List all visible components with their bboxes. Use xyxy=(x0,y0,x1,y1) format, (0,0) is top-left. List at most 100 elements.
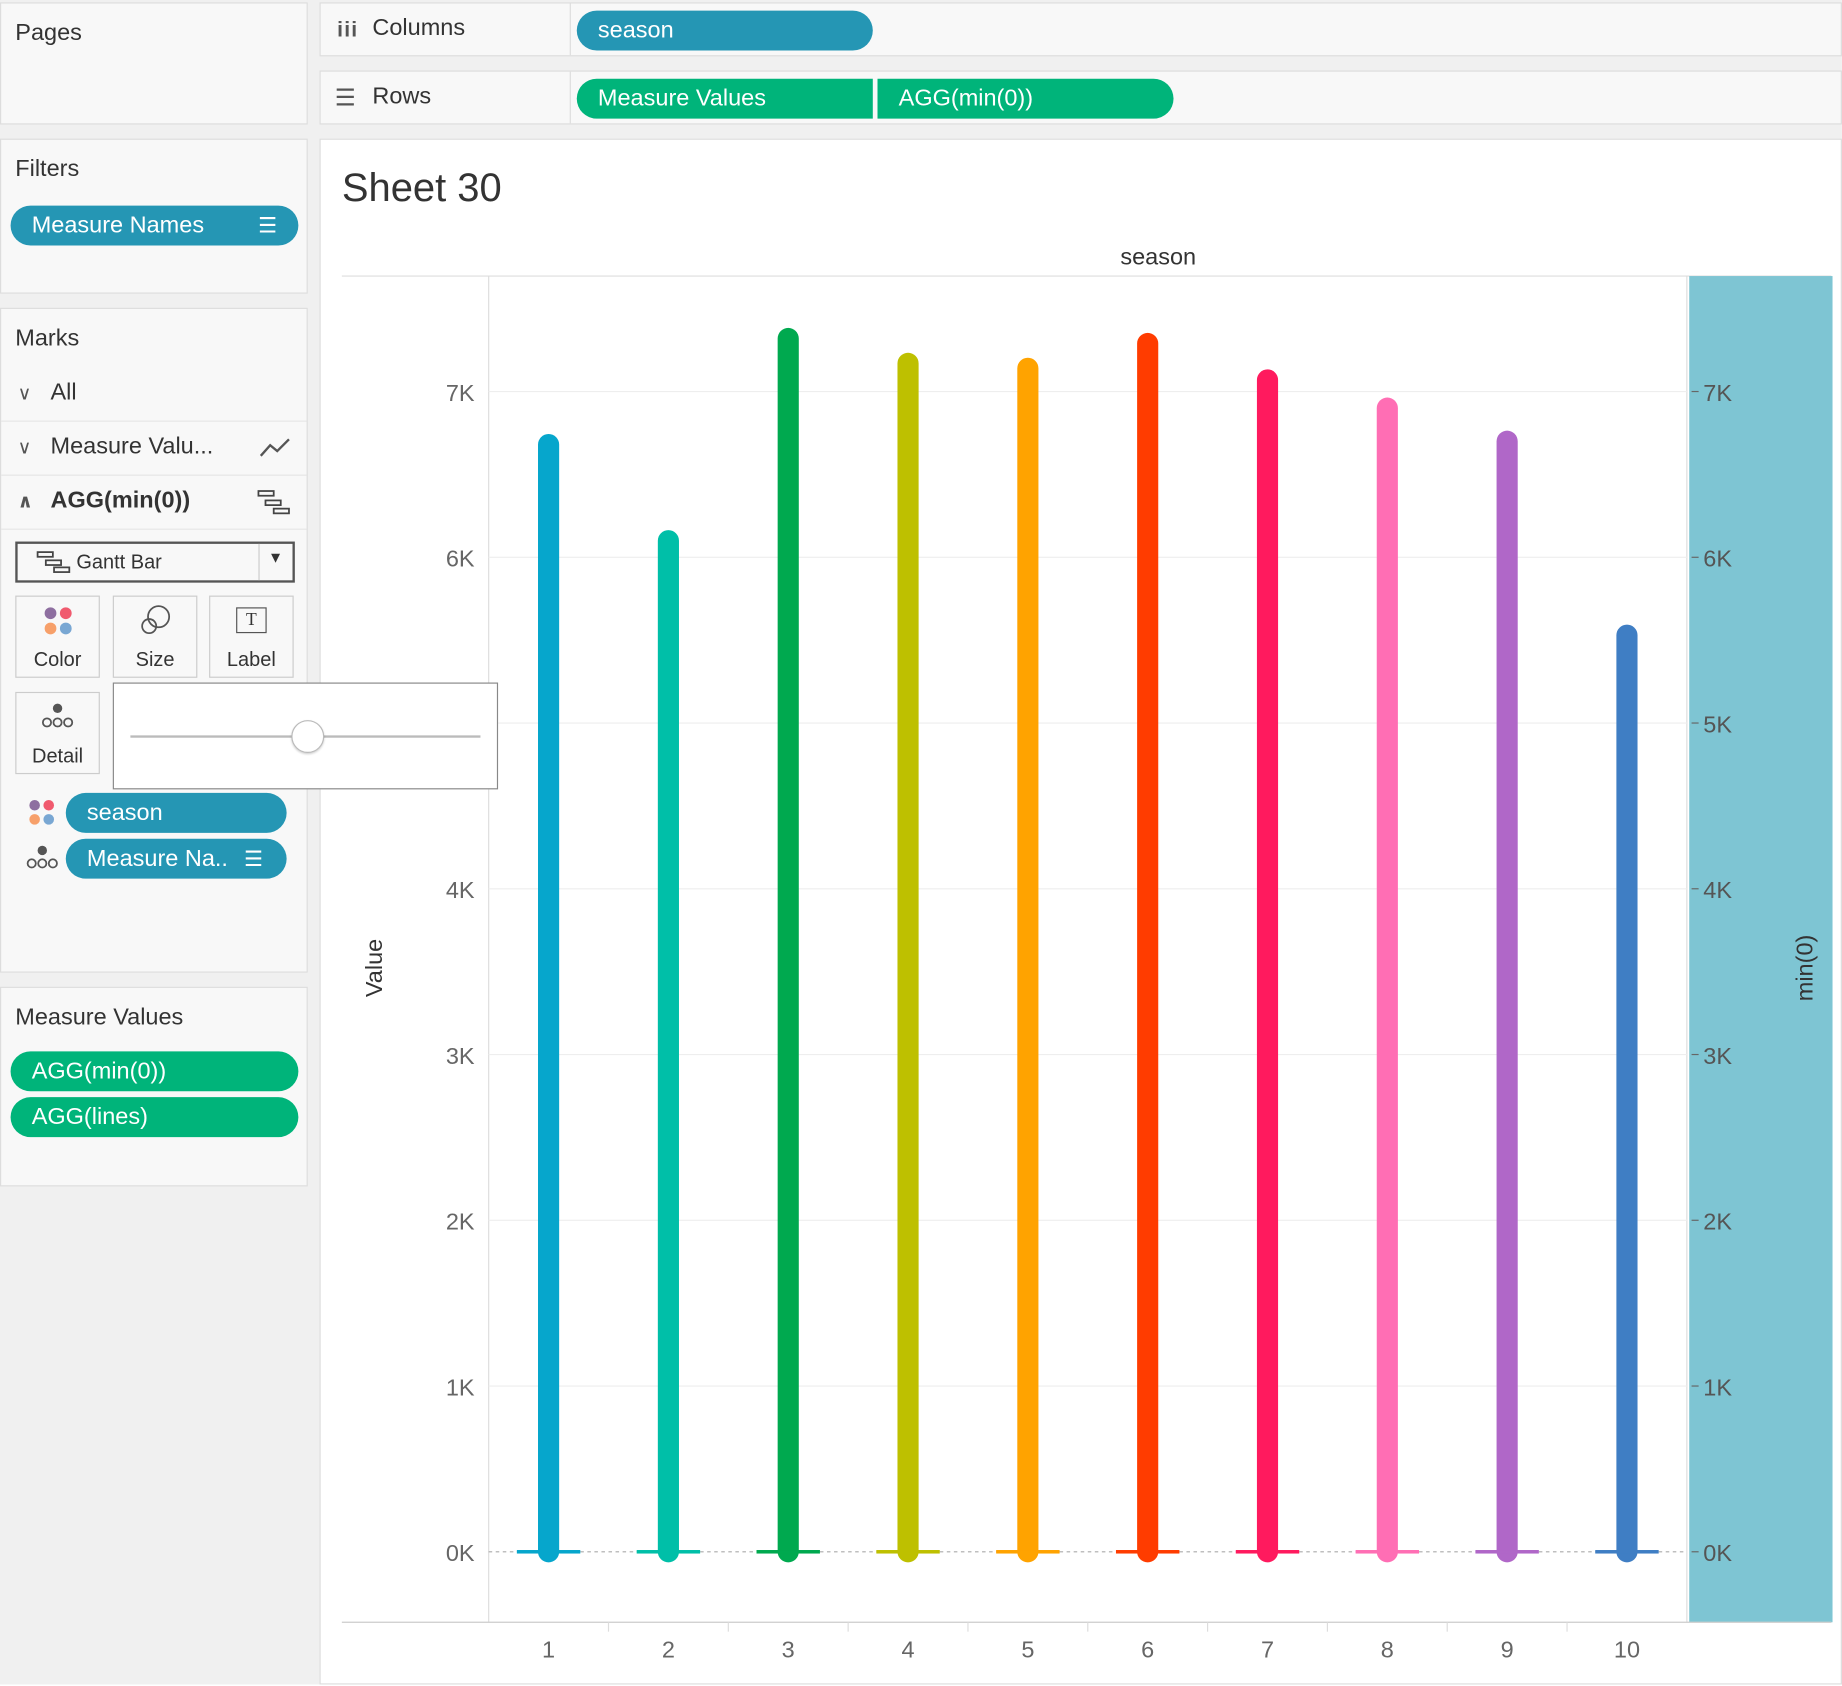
rows-icon: ☰ xyxy=(334,85,356,112)
marks-title: Marks xyxy=(15,325,80,352)
x-tick-label: 6 xyxy=(1141,1637,1154,1663)
rows-shelf[interactable]: ☰ Rows Measure Values AGG(min(0)) xyxy=(319,70,1842,125)
x-tick-label: 10 xyxy=(1614,1637,1640,1663)
x-tick-label: 5 xyxy=(1021,1637,1034,1663)
chevron-down-icon: ∨ xyxy=(17,438,32,459)
rows-pill-measure-values[interactable]: Measure Values xyxy=(576,78,873,119)
filter-icon: ☰ xyxy=(244,846,264,871)
detail-card-label: Detail xyxy=(32,744,84,768)
line-mark-icon xyxy=(259,438,290,457)
columns-pill-season[interactable]: season xyxy=(576,10,873,51)
label-icon: T xyxy=(236,607,267,634)
gantt-mark-season-3 xyxy=(756,1550,820,1554)
gantt-mark-season-7 xyxy=(1235,1550,1300,1554)
x-tick-label: 1 xyxy=(542,1637,555,1663)
gantt-mark-season-6 xyxy=(1115,1550,1180,1554)
season-color-icon xyxy=(29,799,55,825)
size-slider-popup xyxy=(112,682,499,790)
y2-tick-label: 4K xyxy=(1703,877,1732,903)
color-icon xyxy=(44,606,72,634)
sheet-view: Sheet 30 season0K0K1K1K2K2K3K3K4K4K5K5K6… xyxy=(319,138,1842,1685)
mark-type-value: Gantt Bar xyxy=(76,550,162,574)
y2-tick-label: 1K xyxy=(1703,1374,1732,1400)
dropdown-divider xyxy=(258,543,260,581)
rows-label: Rows xyxy=(372,83,432,110)
marks-row-agg-min[interactable]: ∧ AGG(min(0)) xyxy=(1,476,307,530)
x-tick-label: 9 xyxy=(1501,1637,1514,1663)
rows-pill-agg-min[interactable]: AGG(min(0)) xyxy=(877,78,1174,119)
y2-tick-label: 3K xyxy=(1703,1043,1732,1069)
columns-label: Columns xyxy=(372,15,466,42)
caret-down-icon: ▼ xyxy=(267,548,284,567)
chevron-up-icon: ∧ xyxy=(17,492,33,513)
marks-field-measure-names[interactable]: Measure Na.. ☰ xyxy=(65,838,287,879)
chart: season0K0K1K1K2K2K3K3K4K4K5K5K6K6K7K7KVa… xyxy=(341,243,1833,1663)
y2-tick-label: 6K xyxy=(1703,546,1732,572)
label-card-label: Label xyxy=(226,648,276,671)
y-tick-label: 0K xyxy=(446,1540,475,1566)
x-tick-label: 2 xyxy=(662,1637,675,1663)
mark-type-dropdown[interactable]: Gantt Bar ▼ xyxy=(15,541,295,583)
y-tick-label: 2K xyxy=(446,1209,475,1235)
y-tick-label: 7K xyxy=(446,380,475,406)
filters-title: Filters xyxy=(15,156,80,183)
y2-tick-label: 7K xyxy=(1703,380,1732,406)
detail-field-icon xyxy=(26,845,58,869)
x-tick-label: 3 xyxy=(782,1637,795,1663)
gantt-mark-icon xyxy=(257,490,290,515)
y2-tick-label: 0K xyxy=(1703,1540,1732,1566)
marks-row-label: All xyxy=(50,379,77,406)
y2-tick-label: 5K xyxy=(1703,711,1732,737)
x-tick-label: 7 xyxy=(1261,1637,1274,1663)
gantt-mark-season-4 xyxy=(876,1550,940,1554)
gantt-mark-season-8 xyxy=(1355,1550,1420,1554)
y-axis-title: Value xyxy=(361,939,387,997)
gantt-mark-season-2 xyxy=(636,1550,701,1554)
marks-row-label: AGG(min(0)) xyxy=(50,487,191,514)
gantt-bar-icon xyxy=(36,551,71,573)
detail-card[interactable]: Detail xyxy=(15,691,100,775)
secondary-axis-band xyxy=(1689,276,1833,1623)
divider xyxy=(569,3,571,56)
size-icon xyxy=(141,605,171,635)
chevron-down-icon: ∨ xyxy=(17,384,32,405)
marks-row-measure-values[interactable]: ∨ Measure Valu... xyxy=(1,422,307,476)
color-card-label: Color xyxy=(33,648,82,671)
marks-field-label: Measure Na.. xyxy=(86,845,228,872)
y-tick-label: 6K xyxy=(446,546,475,572)
measure-pill-agg-lines[interactable]: AGG(lines) xyxy=(10,1097,299,1138)
gantt-mark-season-1 xyxy=(516,1550,581,1554)
filter-icon: ☰ xyxy=(258,213,278,238)
measure-pill-agg-min[interactable]: AGG(min(0)) xyxy=(10,1051,299,1092)
measure-values-title: Measure Values xyxy=(15,1004,184,1031)
label-card[interactable]: T Label xyxy=(209,595,294,678)
size-card[interactable]: Size xyxy=(112,595,198,678)
pages-panel[interactable]: Pages xyxy=(0,2,308,125)
size-card-label: Size xyxy=(135,648,175,671)
x-tick-label: 8 xyxy=(1381,1637,1394,1663)
pages-title: Pages xyxy=(15,19,82,46)
sheet-title: Sheet 30 xyxy=(341,165,502,211)
y-tick-label: 4K xyxy=(446,877,475,903)
columns-shelf[interactable]: iii Columns season xyxy=(319,2,1842,57)
y2-tick-label: 2K xyxy=(1703,1209,1732,1235)
marks-panel: Marks ∨ All ∨ Measure Valu... ∧ AGG(min(… xyxy=(0,307,308,973)
filter-pill-label: Measure Names xyxy=(31,212,205,239)
y-tick-label: 1K xyxy=(446,1374,475,1400)
filter-pill-measure-names[interactable]: Measure Names ☰ xyxy=(10,205,299,246)
filters-panel[interactable]: Filters Measure Names ☰ xyxy=(0,138,308,294)
color-card[interactable]: Color xyxy=(15,595,100,678)
marks-field-season[interactable]: season xyxy=(65,792,287,833)
marks-row-all[interactable]: ∨ All xyxy=(1,368,307,422)
y-tick-label: 3K xyxy=(446,1043,475,1069)
marks-row-label: Measure Valu... xyxy=(50,433,214,460)
gantt-mark-season-10 xyxy=(1595,1550,1659,1554)
gantt-mark-season-5 xyxy=(996,1550,1060,1554)
y2-axis-title: min(0) xyxy=(1792,935,1818,1002)
column-header-season: season xyxy=(1120,243,1196,269)
gantt-mark-season-9 xyxy=(1475,1550,1539,1554)
columns-icon: iii xyxy=(337,17,359,42)
size-slider-thumb[interactable] xyxy=(291,720,325,753)
x-tick-label: 4 xyxy=(902,1637,915,1663)
measure-values-panel: Measure Values AGG(min(0)) AGG(lines) xyxy=(0,986,308,1187)
